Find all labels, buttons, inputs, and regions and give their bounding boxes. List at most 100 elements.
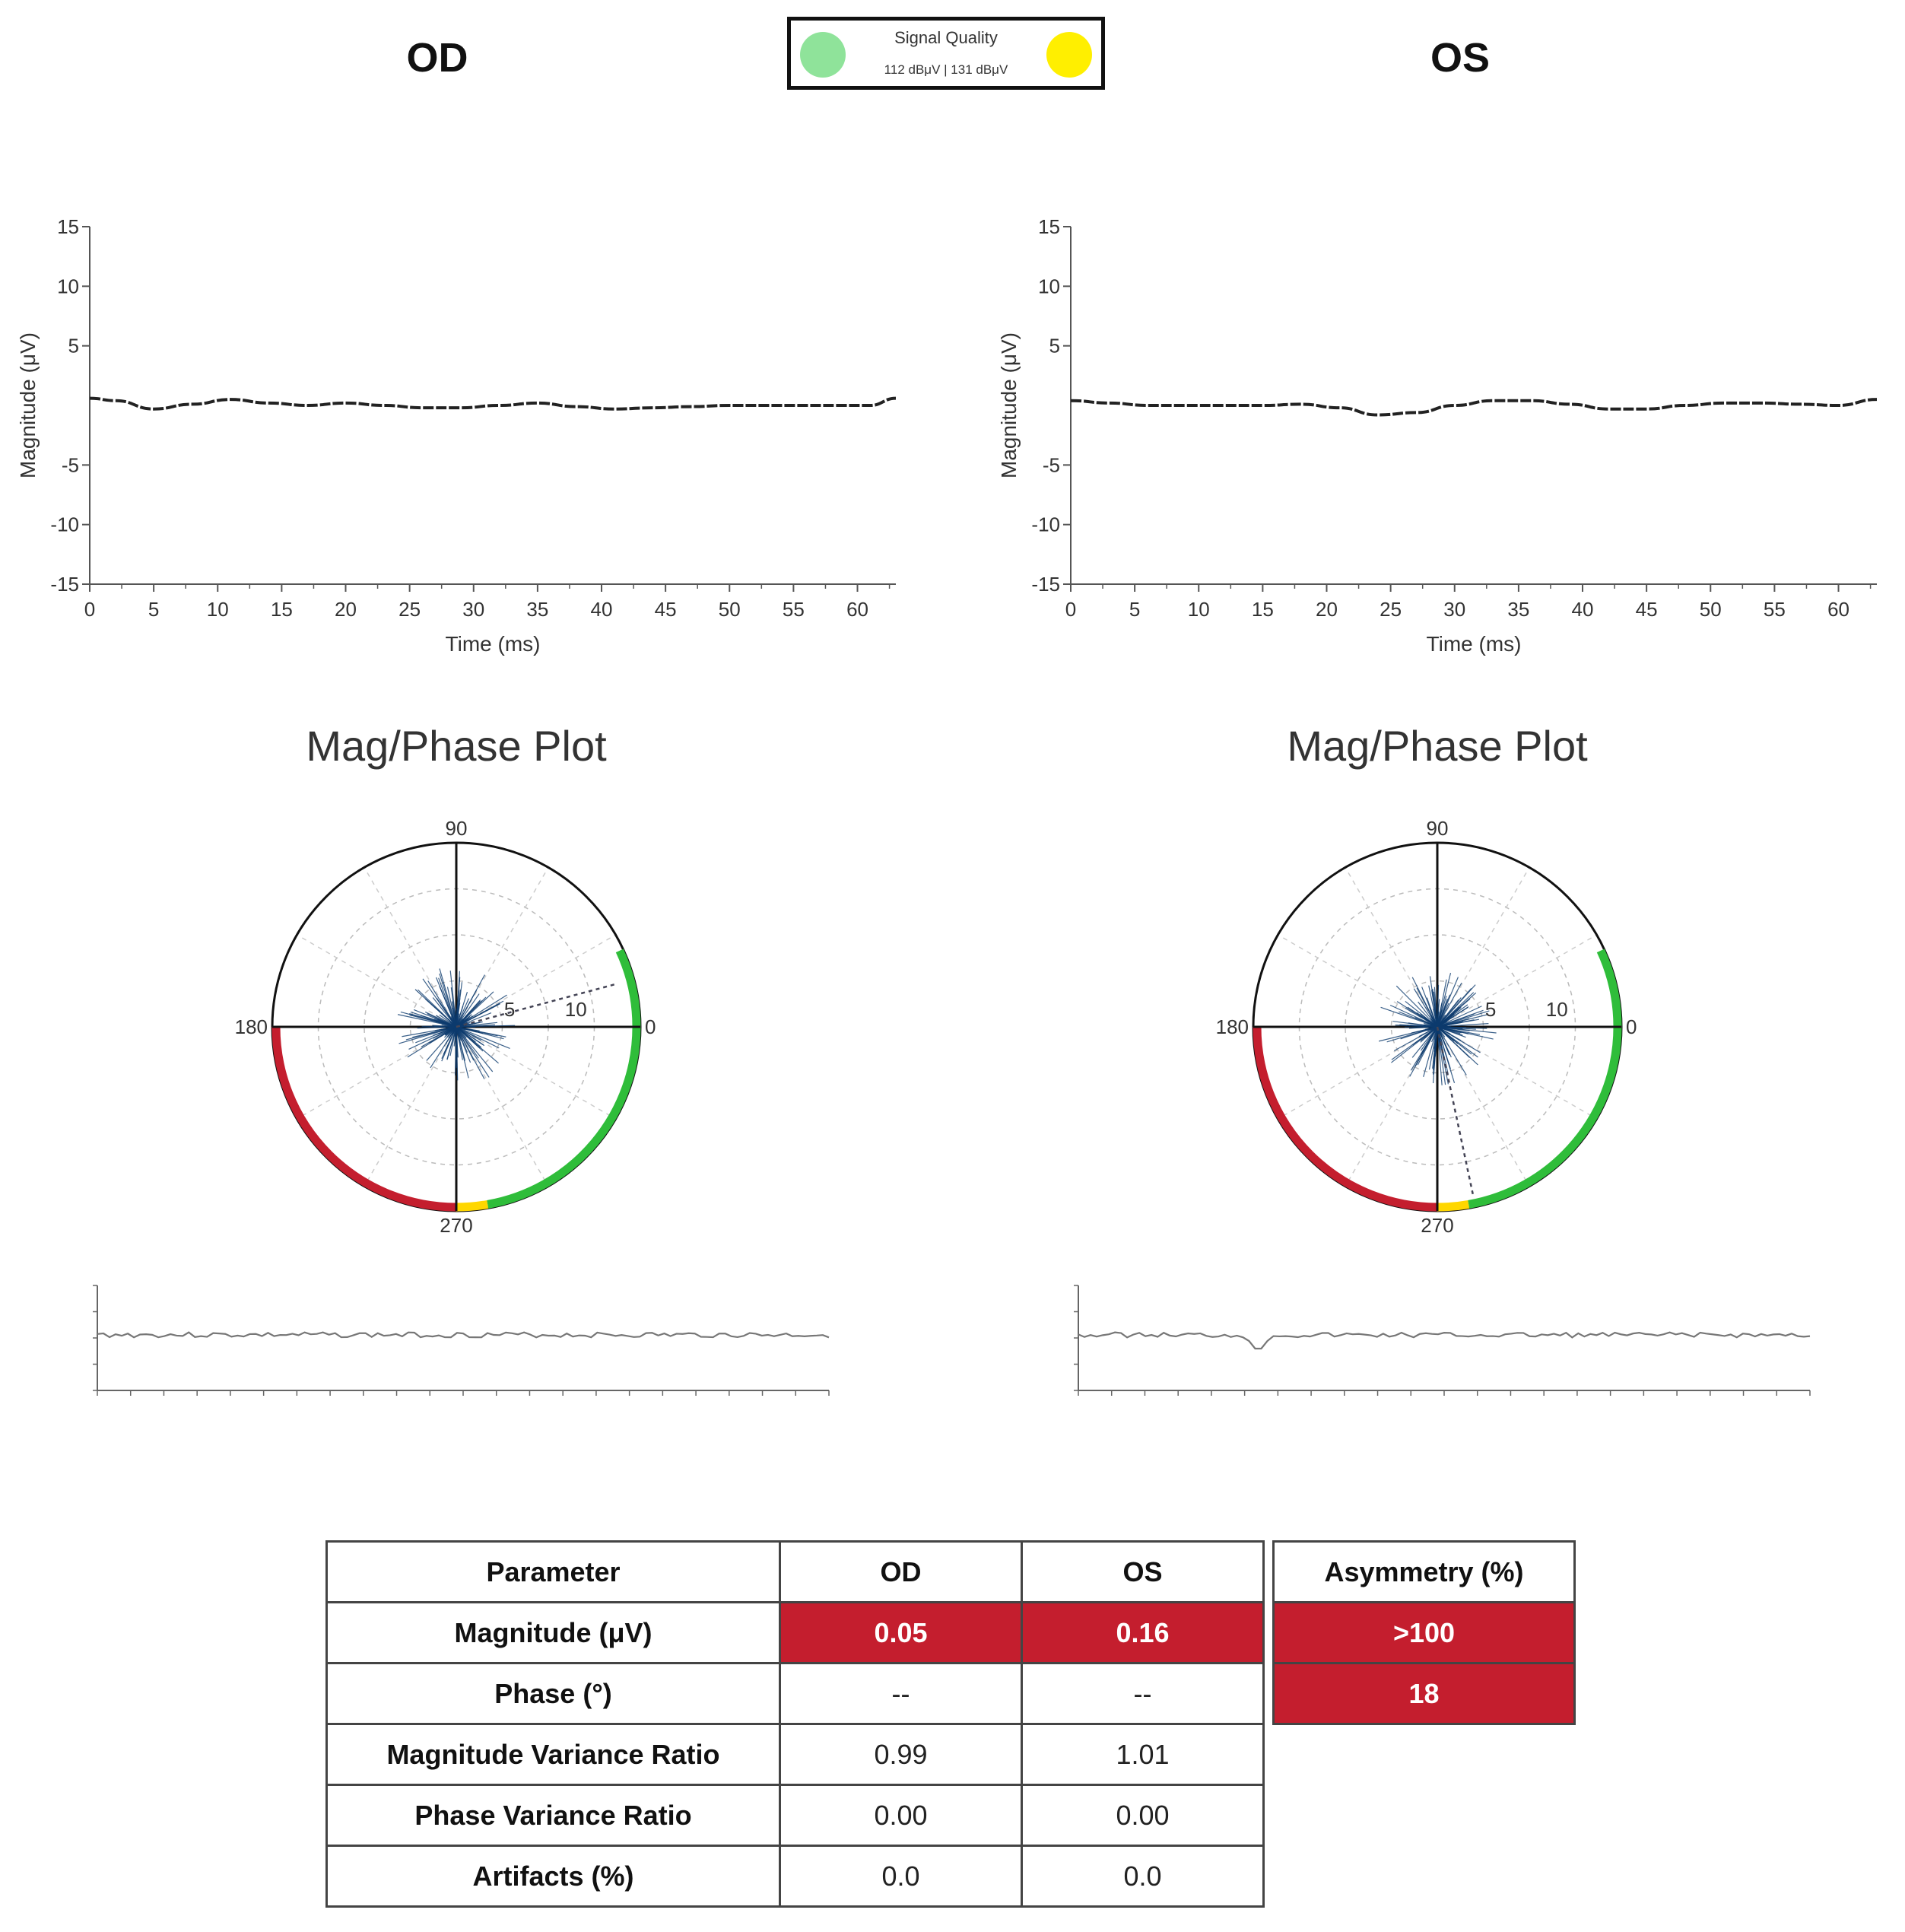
od-polar-mean-vector <box>456 983 616 1028</box>
os-polar-point <box>1429 976 1438 1028</box>
param-mag-variance: Magnitude Variance Ratio <box>325 1723 781 1786</box>
od-y-tick-label-15: 15 <box>57 215 79 238</box>
os-polar-point <box>1437 972 1452 1028</box>
table-row-artifacts: Artifacts (%) 0.0 0.0 <box>325 1845 1265 1908</box>
od-polar-point <box>456 1026 463 1060</box>
table-row-phase: Phase (°) -- -- <box>325 1662 1265 1725</box>
os-polar-point <box>1437 1014 1487 1028</box>
os-polar-grid-spoke-210 <box>1278 1026 1438 1120</box>
od-polar-point <box>456 991 468 1028</box>
os-x-tick-label-40: 40 <box>1572 598 1594 621</box>
od-polar-arc-3 <box>271 1026 457 1212</box>
od-waveform-line <box>89 396 897 411</box>
os-polar-point <box>1396 1001 1438 1028</box>
os-x-tick-label-50: 50 <box>1700 598 1722 621</box>
param-phase-variance: Phase Variance Ratio <box>325 1784 781 1847</box>
od-x-tick-label-30: 30 <box>462 598 484 621</box>
os-polar-arc-2 <box>1437 1200 1470 1212</box>
os-x-tick-label-25: 25 <box>1380 598 1402 621</box>
od-y-tick-label-10: 10 <box>57 275 79 297</box>
os-y-tick-label--10: -10 <box>1031 513 1060 536</box>
od-polar-grid-spoke-240 <box>364 1026 457 1187</box>
od-polar-point <box>417 1026 457 1029</box>
os-polar-point <box>1411 1026 1438 1058</box>
od-polar-radial-label-5: 5 <box>504 998 515 1021</box>
od-polar-point <box>446 1026 457 1037</box>
os-polar-point <box>1437 1006 1482 1028</box>
os-polar-point <box>1437 1026 1472 1055</box>
od-polar-grid-spoke-30 <box>456 934 616 1028</box>
od-x-tick-label-25: 25 <box>398 598 421 621</box>
os-polar-scatter <box>1378 972 1497 1085</box>
od-polar-label-180: 180 <box>235 1015 268 1038</box>
table-row-mag-variance: Magnitude Variance Ratio 0.99 1.01 <box>325 1723 1265 1786</box>
os-polar-point <box>1437 984 1476 1028</box>
od-x-tick-label-55: 55 <box>783 598 805 621</box>
od-polar-arc-2 <box>456 1200 489 1212</box>
os-polar-point <box>1431 1026 1438 1043</box>
od-polar-point <box>432 997 457 1028</box>
os-polar-point <box>1395 985 1438 1028</box>
os-polar-point <box>1378 1026 1438 1042</box>
os-polar-label-0: 0 <box>1626 1015 1637 1038</box>
os-signal-dot <box>1046 32 1092 78</box>
table-header-row: Parameter OD OS <box>325 1540 1265 1603</box>
os-y-tick-label--5: -5 <box>1043 453 1060 476</box>
od-polar-label-0: 0 <box>645 1015 656 1038</box>
od-polar-point <box>451 1001 457 1028</box>
os-phase-variance: 0.00 <box>1021 1784 1265 1847</box>
od-polar-point <box>424 1011 457 1028</box>
os-x-tick-label-5: 5 <box>1129 598 1140 621</box>
param-magnitude: Magnitude (μV) <box>325 1601 781 1664</box>
os-polar-point <box>1428 985 1438 1028</box>
od-polar-point <box>456 1026 479 1059</box>
os-polar-point <box>1418 1001 1438 1028</box>
od-polar-point <box>456 1026 485 1079</box>
os-polar-point <box>1437 1026 1443 1085</box>
od-signal-dot <box>800 32 846 78</box>
od-polar-grid-spoke-120 <box>364 867 457 1028</box>
os-x-tick-label-15: 15 <box>1252 598 1274 621</box>
asymmetry-phase: 18 <box>1272 1662 1576 1725</box>
od-polar-point <box>456 1003 500 1028</box>
od-polar-point <box>452 1026 457 1035</box>
os-polar-grid-spoke-330 <box>1437 1026 1597 1120</box>
od-artifacts: 0.0 <box>779 1845 1023 1908</box>
od-polar-radial-label-10: 10 <box>565 998 587 1021</box>
os-y-tick-label-5: 5 <box>1049 335 1060 357</box>
os-polar-arc-1 <box>1468 1026 1622 1209</box>
od-y-tick-label--10: -10 <box>50 513 79 536</box>
od-x-tick-label-0: 0 <box>84 598 95 621</box>
os-y-tick-label--15: -15 <box>1031 573 1060 596</box>
param-phase: Phase (°) <box>325 1662 781 1725</box>
os-x-tick-label-0: 0 <box>1065 598 1076 621</box>
param-artifacts: Artifacts (%) <box>325 1845 781 1908</box>
od-polar-point <box>456 1026 481 1049</box>
parameter-table: Parameter OD OS Magnitude (μV) 0.05 0.16… <box>325 1540 1265 1908</box>
os-x-tick-label-55: 55 <box>1764 598 1786 621</box>
asymmetry-magnitude: >100 <box>1272 1601 1576 1664</box>
os-magnitude: 0.16 <box>1021 1601 1265 1664</box>
od-polar-point <box>448 1026 457 1031</box>
od-x-tick-label-5: 5 <box>148 598 159 621</box>
charts-canvas: 0 5 10 15 20 25 30 35 40 45 50 55 6015105-5-10-15Tim… <box>16 215 1878 1396</box>
od-polar-point <box>402 1026 457 1037</box>
os-polar-label-180: 180 <box>1216 1015 1249 1038</box>
os-x-axis-label: Time (ms) <box>1427 632 1522 656</box>
od-x-tick-label-60: 60 <box>846 598 868 621</box>
os-polar-point <box>1437 1010 1490 1028</box>
od-y-axis-label: Magnitude (μV) <box>16 332 40 478</box>
os-polar-point <box>1437 982 1462 1028</box>
od-polar-point <box>398 1026 457 1044</box>
od-x-tick-label-15: 15 <box>271 598 293 621</box>
os-polar-point <box>1434 987 1438 1028</box>
od-polar-point <box>446 1026 457 1060</box>
signal-quality-legend: Signal Quality 112 dBμV | 131 dBμV <box>787 17 1105 90</box>
od-phase-variance: 0.00 <box>779 1784 1023 1847</box>
os-polar-point <box>1437 1023 1489 1028</box>
os-polar-point <box>1428 1026 1438 1070</box>
od-polar-point <box>456 990 478 1028</box>
os-polar-grid-spoke-300 <box>1437 1026 1530 1187</box>
os-polar-grid-spoke-120 <box>1345 867 1438 1028</box>
signal-quality-title: Signal Quality <box>894 28 998 47</box>
